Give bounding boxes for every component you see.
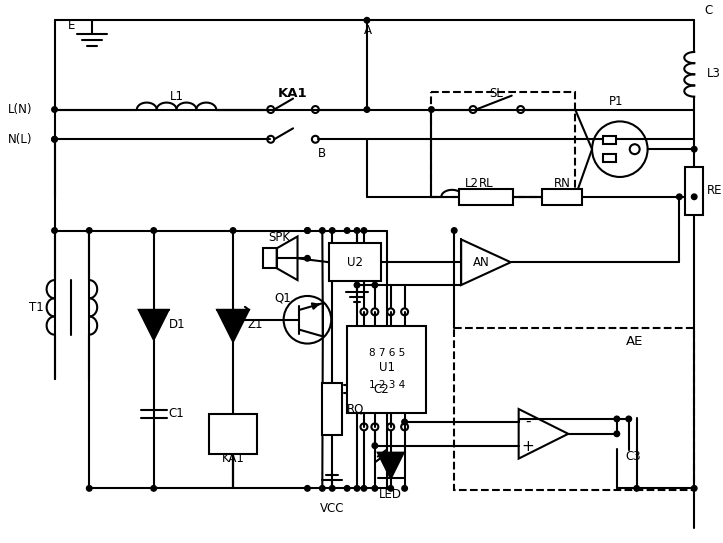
Circle shape bbox=[634, 485, 639, 491]
Bar bbox=[542, 189, 582, 205]
Circle shape bbox=[230, 317, 236, 323]
Bar bbox=[347, 326, 427, 413]
Circle shape bbox=[304, 228, 310, 233]
Bar bbox=[432, 92, 576, 197]
Circle shape bbox=[372, 443, 377, 449]
Text: RQ: RQ bbox=[347, 402, 364, 415]
Bar bbox=[329, 243, 381, 281]
Circle shape bbox=[354, 485, 360, 491]
Circle shape bbox=[52, 228, 57, 233]
Circle shape bbox=[354, 282, 360, 288]
Circle shape bbox=[87, 485, 92, 491]
Text: L(N): L(N) bbox=[8, 103, 33, 116]
Text: SL: SL bbox=[489, 87, 502, 100]
Circle shape bbox=[87, 228, 92, 233]
Circle shape bbox=[691, 485, 697, 491]
Circle shape bbox=[388, 485, 393, 491]
Circle shape bbox=[691, 194, 697, 200]
Circle shape bbox=[402, 485, 407, 491]
Text: C3: C3 bbox=[625, 450, 641, 463]
Circle shape bbox=[362, 228, 367, 233]
Circle shape bbox=[151, 228, 156, 233]
Circle shape bbox=[362, 485, 367, 491]
Bar bbox=[604, 136, 616, 144]
Circle shape bbox=[691, 147, 697, 152]
Text: AE: AE bbox=[626, 335, 643, 348]
Text: L2: L2 bbox=[465, 178, 479, 191]
Text: C: C bbox=[704, 4, 712, 17]
Circle shape bbox=[354, 228, 360, 233]
Text: U2: U2 bbox=[347, 256, 363, 269]
Circle shape bbox=[364, 17, 369, 23]
Text: +: + bbox=[521, 439, 534, 454]
Polygon shape bbox=[139, 310, 168, 339]
Bar bbox=[209, 414, 257, 453]
Text: D1: D1 bbox=[168, 318, 185, 331]
Circle shape bbox=[304, 256, 310, 261]
Text: C2: C2 bbox=[373, 383, 389, 396]
Circle shape bbox=[614, 431, 620, 437]
Circle shape bbox=[151, 485, 156, 491]
Text: 8 7 6 5: 8 7 6 5 bbox=[369, 349, 405, 358]
Text: VCC: VCC bbox=[320, 502, 344, 515]
Text: B: B bbox=[318, 147, 326, 160]
Text: RN: RN bbox=[554, 178, 570, 191]
Bar bbox=[685, 167, 703, 214]
Circle shape bbox=[52, 136, 57, 142]
Circle shape bbox=[230, 228, 236, 233]
Text: LED: LED bbox=[380, 488, 402, 501]
Bar bbox=[454, 328, 694, 490]
Circle shape bbox=[344, 228, 350, 233]
Text: T1: T1 bbox=[30, 301, 44, 314]
Circle shape bbox=[320, 228, 325, 233]
Text: A: A bbox=[364, 24, 372, 37]
Text: C1: C1 bbox=[168, 407, 184, 420]
Circle shape bbox=[614, 416, 620, 422]
Circle shape bbox=[304, 228, 310, 233]
Text: RL: RL bbox=[479, 178, 493, 191]
Circle shape bbox=[52, 107, 57, 112]
Text: RE: RE bbox=[707, 184, 722, 197]
Circle shape bbox=[330, 228, 335, 233]
Circle shape bbox=[52, 136, 57, 142]
Circle shape bbox=[320, 485, 325, 491]
Circle shape bbox=[372, 282, 377, 288]
Text: Z1: Z1 bbox=[248, 318, 263, 331]
Circle shape bbox=[402, 419, 407, 425]
Text: N(L): N(L) bbox=[8, 133, 33, 146]
Text: P1: P1 bbox=[609, 95, 623, 108]
Circle shape bbox=[429, 107, 435, 112]
Text: -: - bbox=[525, 414, 531, 429]
Text: L3: L3 bbox=[707, 67, 721, 80]
Text: 1 2 3 4: 1 2 3 4 bbox=[369, 380, 405, 390]
Text: U1: U1 bbox=[379, 361, 395, 374]
Text: L1: L1 bbox=[169, 90, 184, 103]
Bar bbox=[604, 154, 616, 162]
Text: AN: AN bbox=[473, 256, 489, 269]
Circle shape bbox=[364, 107, 369, 112]
Bar bbox=[322, 383, 342, 435]
Circle shape bbox=[677, 194, 682, 200]
Circle shape bbox=[372, 485, 377, 491]
Polygon shape bbox=[378, 453, 403, 478]
Text: Q1: Q1 bbox=[274, 292, 291, 305]
Text: SPK: SPK bbox=[269, 231, 291, 244]
Circle shape bbox=[344, 485, 350, 491]
Text: KA1: KA1 bbox=[278, 87, 307, 100]
Circle shape bbox=[451, 228, 457, 233]
Bar bbox=[262, 248, 277, 268]
Polygon shape bbox=[217, 310, 249, 342]
Text: E: E bbox=[68, 18, 75, 31]
Circle shape bbox=[304, 485, 310, 491]
Circle shape bbox=[626, 416, 631, 422]
Text: KA1: KA1 bbox=[222, 452, 244, 465]
Bar bbox=[459, 189, 513, 205]
Circle shape bbox=[330, 485, 335, 491]
